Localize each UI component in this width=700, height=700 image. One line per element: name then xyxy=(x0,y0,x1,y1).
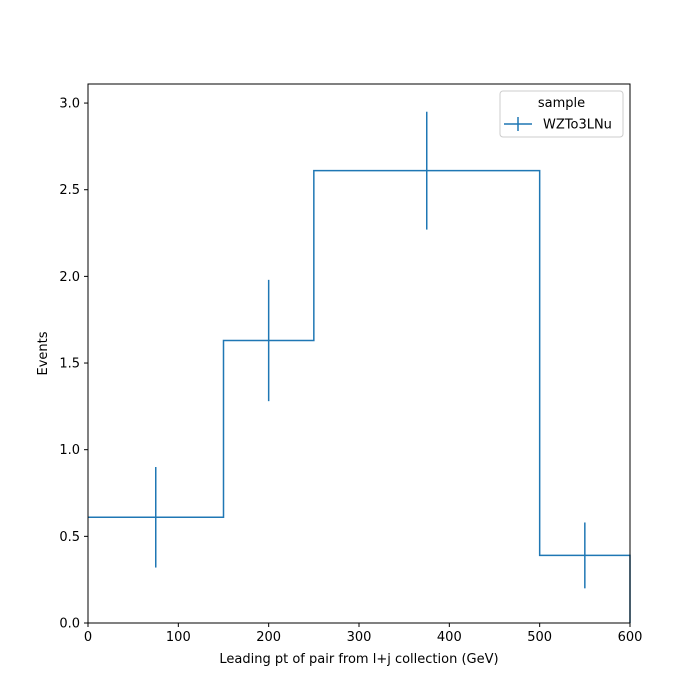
x-tick-label: 300 xyxy=(347,630,372,645)
x-axis-ticks: 0 100 200 300 400 500 600 xyxy=(84,623,643,645)
y-tick-label: 2.0 xyxy=(59,270,80,285)
x-tick-label: 600 xyxy=(618,630,643,645)
data-layer xyxy=(88,111,631,623)
legend-box xyxy=(499,90,624,138)
y-tick-label: 3.0 xyxy=(59,97,80,112)
y-axis-ticks: 0.0 0.5 1.0 1.5 2.0 2.5 3.0 xyxy=(59,97,88,632)
plot-background xyxy=(88,84,630,623)
y-tick-label: 2.5 xyxy=(59,183,80,198)
y-axis-label: Events xyxy=(36,331,51,375)
x-tick-label: 100 xyxy=(166,630,191,645)
x-tick-label: 200 xyxy=(256,630,281,645)
y-tick-label: 1.0 xyxy=(59,443,80,458)
x-tick-label: 0 xyxy=(84,630,92,645)
y-tick-label: 0.5 xyxy=(59,530,80,545)
legend-title: sample xyxy=(538,96,585,111)
x-tick-label: 500 xyxy=(527,630,552,645)
y-tick-label: 1.5 xyxy=(59,357,80,372)
x-axis-label: Leading pt of pair from l+j collection (… xyxy=(219,652,498,667)
legend-entry-label: WZTo3LNu xyxy=(543,118,612,133)
x-tick-label: 400 xyxy=(437,630,462,645)
y-tick-label: 0.0 xyxy=(59,617,80,632)
legend: sample WZTo3LNu xyxy=(499,90,624,138)
histogram-step-line xyxy=(88,169,631,623)
